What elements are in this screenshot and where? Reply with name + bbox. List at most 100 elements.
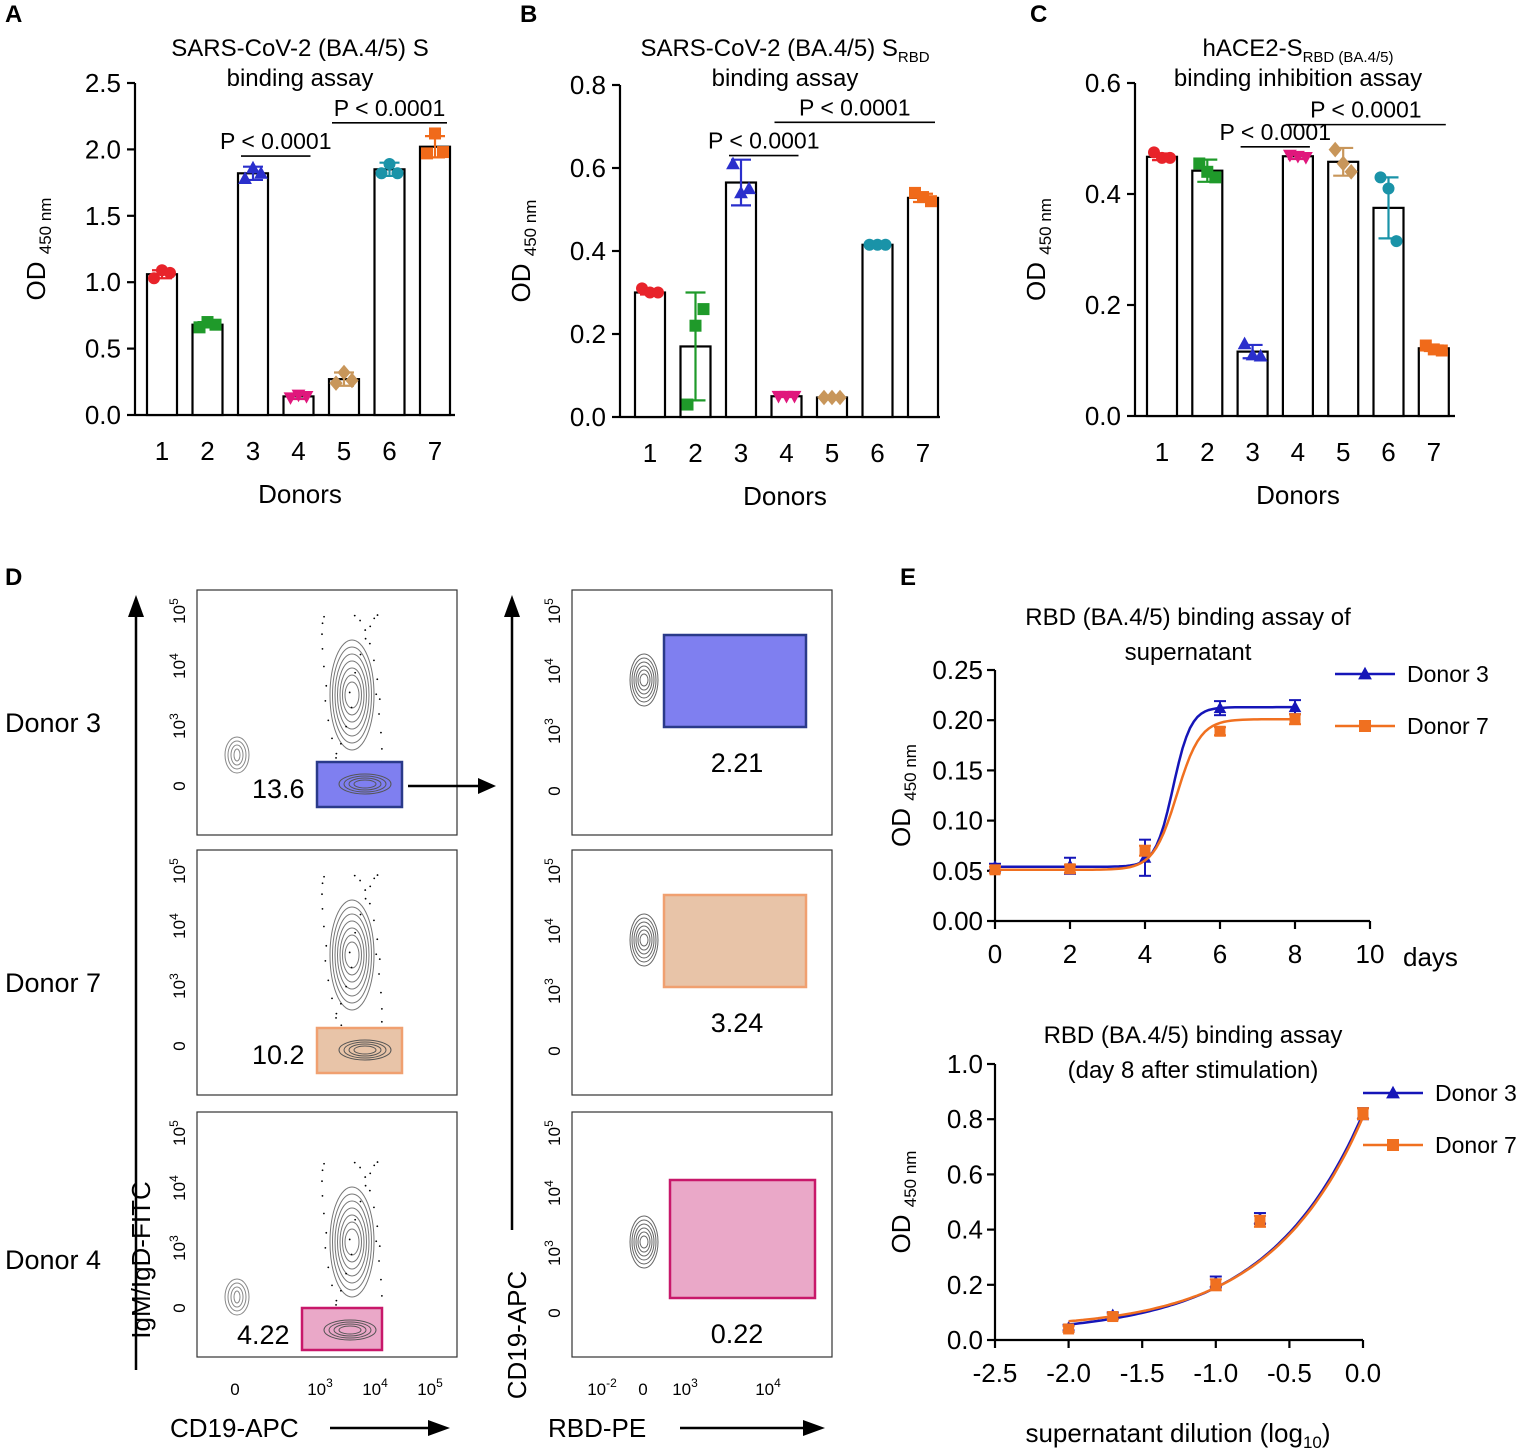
data-point <box>1289 713 1301 725</box>
event-dot <box>378 1260 380 1262</box>
y-tick-label: 0 <box>170 1041 189 1050</box>
event-dot <box>368 902 371 905</box>
data-point <box>817 389 831 406</box>
data-point <box>1328 141 1342 158</box>
y-tick-label: 103 <box>167 973 189 999</box>
y-tick-label: 0.0 <box>85 400 121 430</box>
event-dot <box>340 1002 342 1005</box>
data-point <box>1288 700 1302 713</box>
data-point <box>1374 171 1387 184</box>
chart-title-line2: binding assay <box>227 65 374 92</box>
chart-title-line2: (day 8 after stimulation) <box>1068 1057 1319 1084</box>
x-tick-label: 5 <box>1336 437 1350 467</box>
data-point <box>697 303 710 316</box>
contour-line <box>629 913 659 967</box>
event-dot <box>324 1246 327 1249</box>
contour-line <box>332 1193 372 1291</box>
chart-title: hACE2-SRBD (BA.4/5) <box>1203 35 1394 66</box>
contour-line <box>334 653 370 737</box>
data-point <box>825 389 839 406</box>
bar-donor-1 <box>1145 155 1179 418</box>
event-dot <box>325 684 328 687</box>
y-tick-label: 0.5 <box>85 334 121 364</box>
x-tick-label: 2 <box>1200 437 1214 467</box>
event-dot <box>324 699 327 702</box>
y-axis-label: OD 450 nm <box>21 198 55 301</box>
event-dot <box>375 1240 378 1243</box>
contour-line <box>332 646 372 744</box>
data-point <box>1063 1323 1075 1335</box>
y-tick-label: 1.5 <box>85 201 121 231</box>
event-dot <box>380 747 383 750</box>
event-dot <box>364 889 367 891</box>
bar-donor-1 <box>633 291 667 419</box>
panel-label-d: D <box>5 564 22 591</box>
contour-line <box>343 1041 387 1059</box>
event-dot <box>373 659 375 662</box>
legend-label: Donor 3 <box>1407 661 1489 687</box>
y-axis-arrow-head <box>128 595 144 617</box>
event-dot <box>373 919 375 922</box>
event-dot <box>353 874 356 877</box>
event-dot <box>354 931 357 934</box>
chart-title-line2: binding inhibition assay <box>1174 65 1422 92</box>
y-tick-label: 0.6 <box>947 1159 983 1189</box>
y-tick-label: 0.6 <box>1085 68 1121 98</box>
event-dot <box>335 1299 338 1302</box>
event-dot <box>375 953 378 956</box>
x-tick-label: 6 <box>1381 437 1395 467</box>
y-tick-label: 104 <box>542 918 564 944</box>
y-tick-label: 103 <box>542 718 564 744</box>
contour-line <box>639 1235 649 1249</box>
x-tick-label: 0 <box>230 1380 239 1399</box>
chart-title: RBD (BA.4/5) binding assay <box>1044 1022 1343 1049</box>
x-tick-label: -1.5 <box>1120 1358 1165 1388</box>
contour-line <box>224 1278 250 1316</box>
y-tick-label: 0.2 <box>570 319 606 349</box>
p-value-label: P < 0.0001 <box>799 94 911 120</box>
data-point <box>742 181 756 195</box>
x-tick-label: 4 <box>1138 939 1152 969</box>
bar-donor-5 <box>1327 160 1360 418</box>
contour-line <box>224 736 250 774</box>
event-dot <box>373 877 376 880</box>
x-tick-label: 2 <box>200 436 214 466</box>
data-point <box>689 319 702 332</box>
y-tick-label: 104 <box>167 653 189 679</box>
event-dot <box>380 1020 383 1023</box>
event-dot <box>321 907 324 910</box>
p-value-label: P < 0.0001 <box>1220 119 1332 145</box>
event-dot <box>380 1278 382 1281</box>
y-tick-label: 0.10 <box>932 806 983 836</box>
event-dot <box>348 691 351 694</box>
gate-arrow-head <box>478 778 496 794</box>
contour-line <box>329 1186 375 1298</box>
event-dot <box>378 958 381 961</box>
p-value-label: P < 0.0001 <box>1310 97 1422 123</box>
gate-left <box>315 760 404 809</box>
contour-line <box>230 1286 244 1308</box>
contour-line <box>633 661 655 699</box>
x-tick-label: 6 <box>1213 939 1227 969</box>
event-dot <box>376 1225 379 1228</box>
gate-left-value: 10.2 <box>252 1040 305 1070</box>
y-axis-label: OD 450 nm <box>506 200 540 303</box>
y-tick-label: 0 <box>545 1046 564 1055</box>
contour-line <box>637 669 651 691</box>
data-point <box>1299 151 1313 165</box>
x-tick-label: 7 <box>428 436 442 466</box>
flow-cytometry-panel: Donor 3 13.6 2.21 0 103 104 105 0 103 104 105 Donor… <box>5 589 833 1443</box>
event-dot <box>376 678 379 681</box>
event-dot <box>380 1007 383 1010</box>
gate-left-value: 4.22 <box>237 1320 290 1350</box>
y-axis-label: OD 450 nm <box>1021 198 1055 301</box>
event-dot <box>359 1200 362 1203</box>
event-dot <box>380 1294 383 1297</box>
event-dot <box>369 885 372 888</box>
contour-line <box>353 779 377 789</box>
y-tick-label: 103 <box>167 1235 189 1261</box>
event-dot <box>376 938 379 941</box>
y-tick-label: 0.05 <box>932 856 983 886</box>
y-tick-label: 105 <box>542 858 564 884</box>
x-tick-label: 3 <box>246 436 260 466</box>
